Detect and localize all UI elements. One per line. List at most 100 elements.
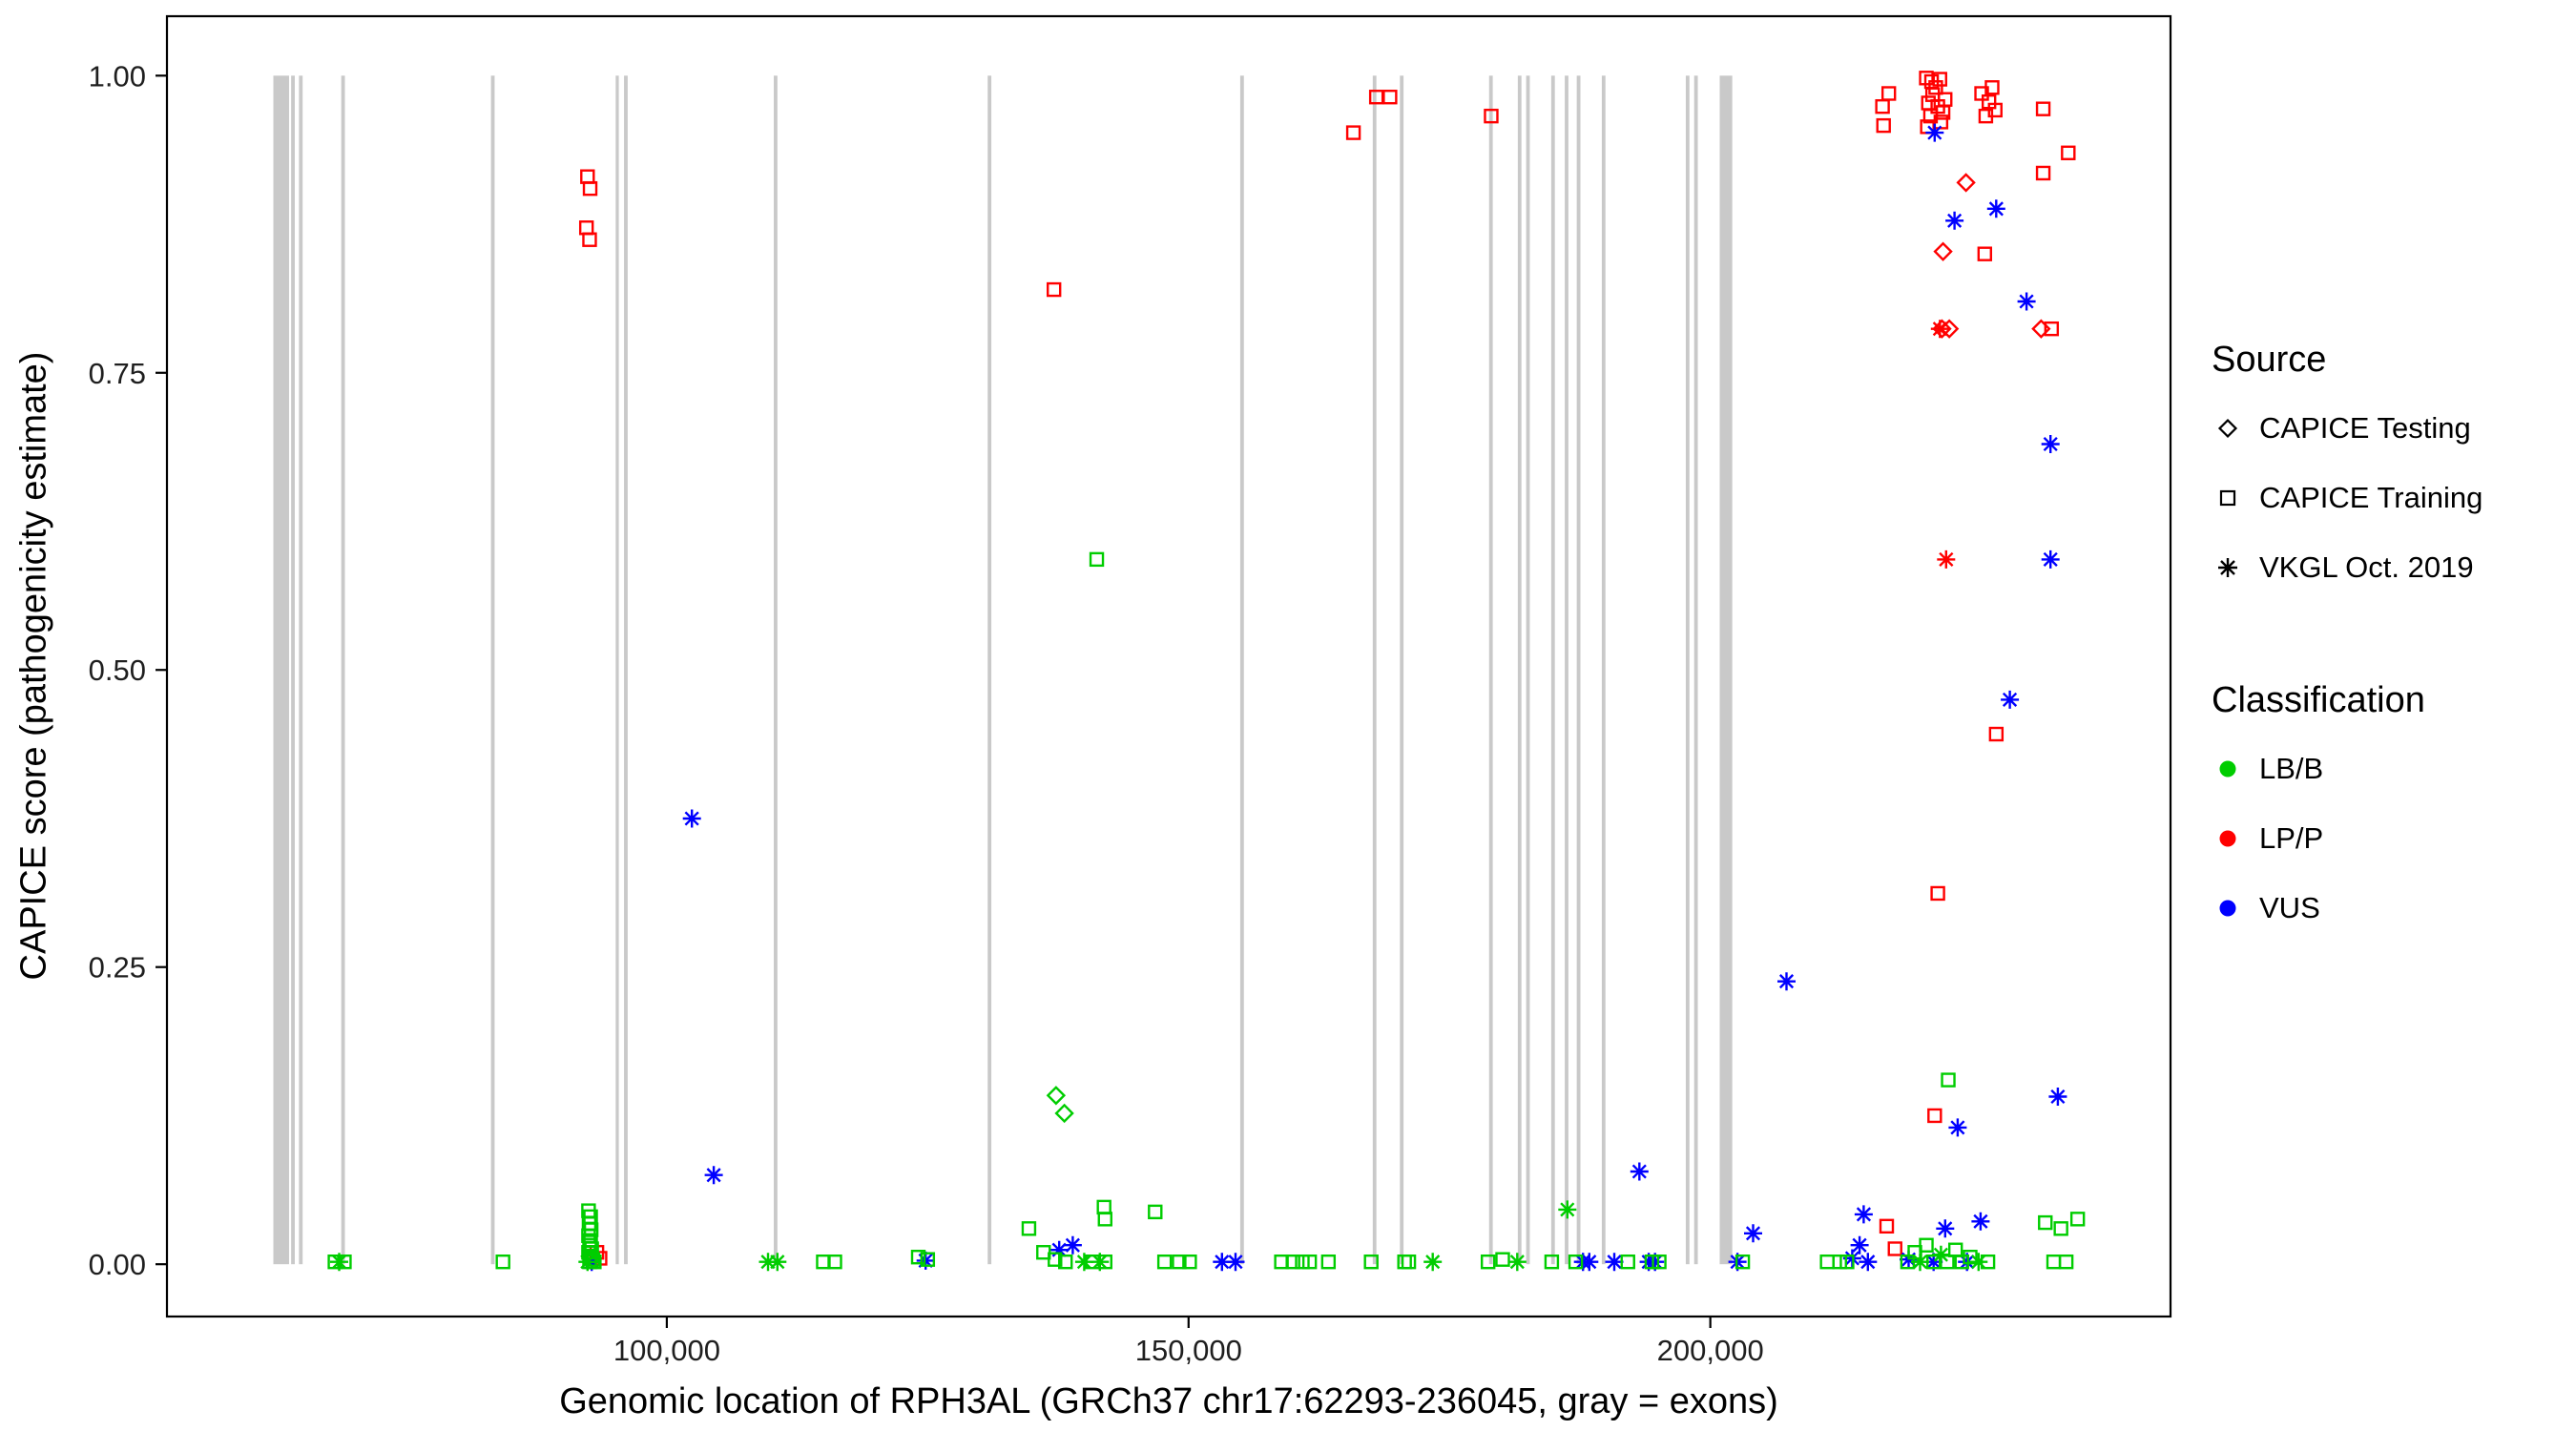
data-point [1544,1254,1560,1270]
legend: Source CAPICE Testing CAPICE Training [2212,336,2483,943]
data-point [578,1253,597,1272]
x-tick-label: 150,000 [1135,1334,1242,1367]
data-point [1580,1253,1599,1272]
data-point [582,180,598,197]
data-point [1652,1254,1667,1270]
data-point [2053,1221,2068,1236]
y-tick-label: 0.75 [89,357,146,390]
data-point [1936,1219,1955,1238]
data-point [1876,117,1891,134]
exon-bar [1565,75,1568,1265]
legend-label: CAPICE Training [2259,480,2483,514]
y-tick-label: 0.50 [89,653,146,687]
data-point [1819,1254,1835,1270]
y-tick-label: 0.25 [89,951,146,985]
exon-bar [774,75,778,1265]
exon-bar [987,75,992,1265]
exon-bar [1372,75,1377,1265]
data-point [1859,1253,1878,1272]
x-axis-title: Genomic location of RPH3AL (GRCh37 chr17… [559,1381,1778,1421]
data-point [1156,1254,1173,1270]
data-point [1148,1204,1163,1220]
data-point [1226,1253,1245,1272]
legend-classification-title: Classification [2212,680,2425,720]
data-point [1049,1240,1069,1259]
data-point [1933,241,1953,261]
data-point [1988,726,2005,742]
data-point [1744,1224,1762,1243]
y-axis-title: CAPICE score (pathogenicity estimate) [13,351,54,981]
data-point [1345,125,1361,140]
circle-icon [2219,900,2236,916]
exon-bar [1526,75,1530,1265]
data-point [2038,1214,2053,1231]
data-point [910,1250,926,1265]
data-point [704,1166,723,1185]
legend-source-title: Source [2212,340,2327,380]
data-point [1930,885,1945,902]
data-point [1839,1254,1855,1270]
data-point [2041,435,2060,453]
data-point [827,1254,842,1270]
data-point [1875,98,1890,114]
y-tick-label: 0.00 [89,1248,146,1281]
exon-bar [1239,75,1244,1265]
data-point [1021,1221,1037,1236]
circle-icon [2219,760,2236,777]
data-point [2061,145,2076,160]
data-point [1954,1254,1969,1270]
data-point [920,1252,936,1267]
data-point [1921,95,1936,111]
data-point [1930,320,1949,339]
data-point [1947,1242,1963,1257]
data-point [1363,1254,1379,1270]
data-point [1048,1252,1063,1267]
data-point [1956,173,1976,193]
data-point [1854,1205,1873,1224]
data-point [1058,1254,1073,1270]
data-point [1945,211,1964,230]
exon-bar [1685,75,1690,1265]
exon-bar [291,75,295,1265]
data-point [1320,1254,1337,1270]
data-point [1495,1252,1510,1267]
data-point [1971,1212,1990,1231]
data-point [2031,319,2051,339]
data-point [1937,550,1956,569]
panel-border [165,14,2172,1318]
data-point [1046,281,1062,298]
exon-bar [341,75,345,1265]
legend-item-vus: VUS [2212,873,2483,943]
data-point [1938,92,1953,107]
square-icon [2219,489,2236,506]
exon-bar [1488,75,1493,1265]
data-point [1887,1241,1902,1256]
exon-bar [1517,75,1522,1265]
data-point [1423,1253,1443,1272]
legend-classification-group: Classification LB/B LP/P [2212,676,2483,943]
data-point [578,220,594,236]
data-point [1850,1235,1869,1255]
data-point [1933,114,1949,130]
data-point [2041,550,2060,569]
exon-bar [1400,75,1404,1265]
data-point [1969,1253,1988,1272]
exon-bar [1550,75,1555,1265]
data-point [1382,90,1398,105]
data-point [1558,1200,1577,1219]
data-point [1777,972,1796,991]
data-point [1507,1253,1527,1272]
data-point [1063,1235,1082,1255]
data-point [495,1254,510,1270]
data-point [1046,1086,1067,1106]
x-tick-label: 100,000 [613,1334,720,1367]
data-point [1368,90,1384,105]
exon-bar [1693,75,1698,1265]
diamond-icon [2217,418,2238,438]
data-point [1401,1254,1417,1270]
data-point [1074,1253,1093,1272]
data-point [1924,1253,1943,1272]
data-point [1568,1254,1584,1270]
